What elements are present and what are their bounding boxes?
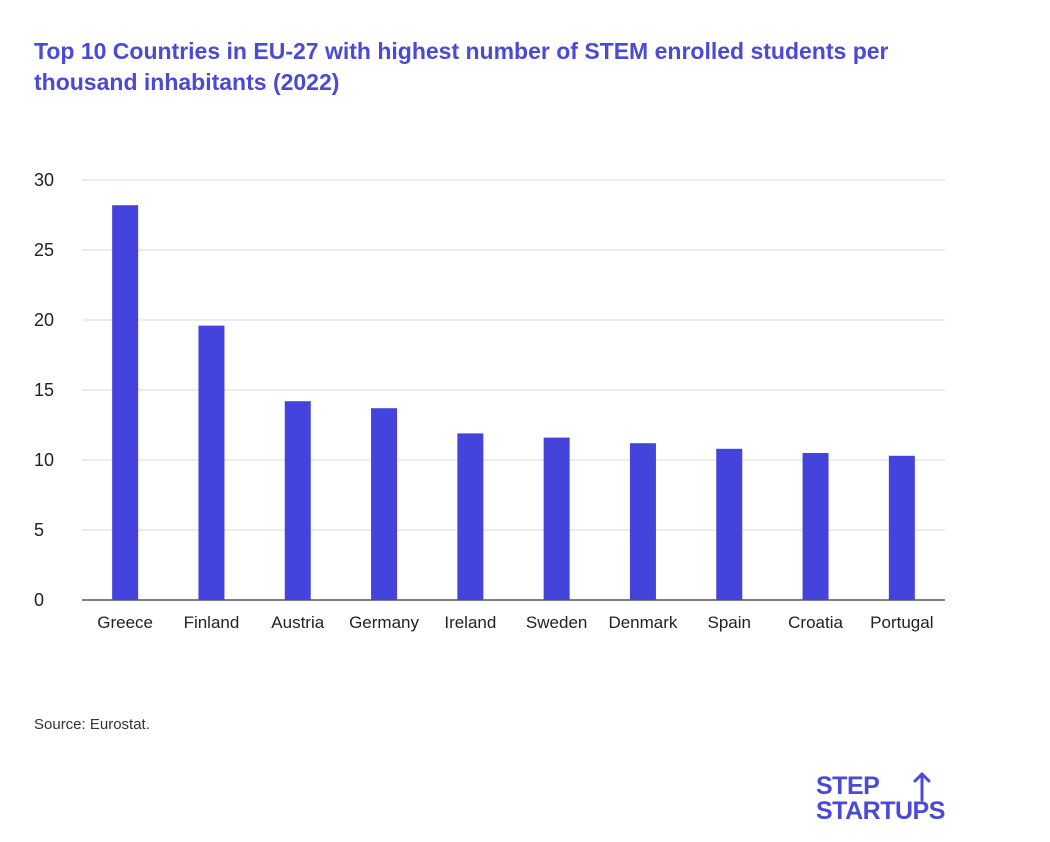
bar-ireland — [457, 433, 484, 600]
y-tick-label: 25 — [34, 240, 54, 260]
x-tick-label: Austria — [271, 613, 324, 632]
logo-line-1: STEP — [816, 772, 879, 800]
x-tick-label: Denmark — [608, 613, 677, 632]
y-tick-label: 5 — [34, 520, 44, 540]
x-tick-label: Greece — [97, 613, 153, 632]
x-axis-ticks: Greece Finland Austria Germany Ireland Sweden… — [97, 613, 933, 632]
bar-germany — [371, 408, 398, 600]
x-tick-label: Portugal — [870, 613, 933, 632]
x-tick-label: Finland — [184, 613, 240, 632]
bar-croatia — [802, 453, 829, 600]
x-tick-label: Croatia — [788, 613, 843, 632]
x-tick-label: Germany — [349, 613, 419, 632]
y-tick-label: 30 — [34, 170, 54, 190]
bar-spain — [716, 448, 743, 600]
step-startups-logo: STEP STARTUPS — [816, 772, 945, 825]
logo-line-2: STARTUPS — [816, 797, 945, 825]
y-tick-label: 15 — [34, 380, 54, 400]
bar-austria — [284, 401, 311, 600]
gridlines — [82, 179, 945, 601]
x-tick-label: Spain — [708, 613, 751, 632]
bar-portugal — [888, 455, 915, 600]
x-tick-label: Ireland — [444, 613, 496, 632]
y-tick-label: 10 — [34, 450, 54, 470]
chart-title: Top 10 Countries in EU-27 with highest n… — [34, 38, 889, 95]
bar-greece — [112, 205, 139, 600]
y-tick-label: 0 — [34, 590, 44, 610]
bar-chart: 0 5 10 15 20 25 30 Greece Finland Austria Germany… — [34, 170, 945, 632]
x-tick-label: Sweden — [526, 613, 587, 632]
bars — [112, 205, 915, 600]
bar-sweden — [543, 437, 570, 600]
y-tick-label: 20 — [34, 310, 54, 330]
bar-finland — [198, 325, 225, 600]
bar-denmark — [629, 443, 656, 600]
y-axis-ticks: 0 5 10 15 20 25 30 — [34, 170, 54, 610]
up-arrow-icon — [913, 772, 931, 802]
source-note: Source: Eurostat. — [34, 716, 150, 733]
